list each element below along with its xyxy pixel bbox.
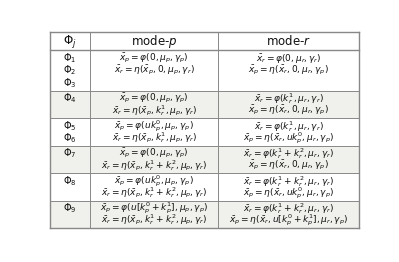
Text: $\Phi_4$: $\Phi_4$ [63,91,77,105]
Text: $\bar{x}_r = \eta(\bar{x}_p,k_r^1+k_r^2,\mu_p,\gamma_r)$: $\bar{x}_r = \eta(\bar{x}_p,k_r^1+k_r^2,… [101,158,207,173]
Text: $\bar{x}_p = \eta(\bar{x}_r,0,\mu_r,\gamma_p)$: $\bar{x}_p = \eta(\bar{x}_r,0,\mu_r,\gam… [248,104,329,117]
Bar [50,50,359,91]
Text: $\bar{x}_p = \varphi(uk_p^0,\mu_p,\gamma_p)$: $\bar{x}_p = \varphi(uk_p^0,\mu_p,\gamma… [115,173,194,189]
Text: $\Phi_2$: $\Phi_2$ [63,63,77,77]
Bar [50,146,359,173]
Bar [50,91,359,118]
Bar [50,173,359,201]
Text: $\bar{x}_p = \varphi(0,\mu_p,\gamma_p)$: $\bar{x}_p = \varphi(0,\mu_p,\gamma_p)$ [119,92,189,105]
Text: $\Phi_6$: $\Phi_6$ [63,131,77,145]
Text: $\bar{x}_r = \eta(\bar{x}_p,k_r^1,\mu_p,\gamma_r)$: $\bar{x}_r = \eta(\bar{x}_p,k_r^1,\mu_p,… [112,103,197,118]
Text: $\bar{x}_r = \eta(\bar{x}_p,k_r^1,\mu_p,\gamma_r)$: $\bar{x}_r = \eta(\bar{x}_p,k_r^1,\mu_p,… [112,131,197,145]
Text: $\bar{x}_r = \eta(\bar{x}_p,0,\mu_p,\gamma_r)$: $\bar{x}_r = \eta(\bar{x}_p,0,\mu_p,\gam… [114,64,195,77]
Text: mode-$p$: mode-$p$ [131,32,178,50]
Text: $\bar{x}_p = \varphi(0,\mu_p,\gamma_p)$: $\bar{x}_p = \varphi(0,\mu_p,\gamma_p)$ [119,147,189,160]
Text: $\bar{x}_r = \varphi(k_r^1+k_r^2,\mu_r,\gamma_r)$: $\bar{x}_r = \varphi(k_r^1+k_r^2,\mu_r,\… [243,146,334,161]
Text: $\Phi_5$: $\Phi_5$ [63,119,77,133]
Text: $\bar{x}_p = \eta(\bar{x}_r,uk_p^0,\mu_r,\gamma_p)$: $\bar{x}_p = \eta(\bar{x}_r,uk_p^0,\mu_r… [243,130,334,146]
Text: $\Phi_9$: $\Phi_9$ [63,201,77,215]
Bar [50,201,359,228]
Text: $\bar{x}_r = \varphi(k_r^1,\mu_r,\gamma_r)$: $\bar{x}_r = \varphi(k_r^1,\mu_r,\gamma_… [254,91,324,106]
Text: mode-$r$: mode-$r$ [266,34,311,48]
Text: $\bar{x}_p = \eta(\bar{x}_r,u[k_p^0+k_p^1],\mu_r,\gamma_p)$: $\bar{x}_p = \eta(\bar{x}_r,u[k_p^0+k_p^… [229,212,348,228]
Bar [50,118,359,146]
Text: $\Phi_j$: $\Phi_j$ [63,32,77,50]
Text: $\Phi_7$: $\Phi_7$ [63,146,77,160]
Text: $\bar{x}_r = \varphi(k_r^1+k_r^2,\mu_r,\gamma_r)$: $\bar{x}_r = \varphi(k_r^1+k_r^2,\mu_r,\… [243,201,334,216]
Text: $\bar{x}_r = \varphi(k_r^1,\mu_r,\gamma_r)$: $\bar{x}_r = \varphi(k_r^1,\mu_r,\gamma_… [254,119,324,134]
Text: $\bar{x}_r = \eta(\bar{x}_p,k_r^1+k_r^2,\mu_p,\gamma_r)$: $\bar{x}_r = \eta(\bar{x}_p,k_r^1+k_r^2,… [101,213,207,227]
Text: $\bar{x}_r = \varphi(k_r^1+k_r^2,\mu_r,\gamma_r)$: $\bar{x}_r = \varphi(k_r^1+k_r^2,\mu_r,\… [243,174,334,189]
Text: $\bar{x}_r = \varphi(0,\mu_r,\gamma_r)$: $\bar{x}_r = \varphi(0,\mu_r,\gamma_r)$ [256,52,322,65]
Text: $\bar{x}_p = \varphi(uk_p^0,\mu_p,\gamma_p)$: $\bar{x}_p = \varphi(uk_p^0,\mu_p,\gamma… [115,118,194,134]
Text: $\Phi_8$: $\Phi_8$ [63,174,77,188]
Text: $\bar{x}_p = \eta(\bar{x}_r,0,\mu_r,\gamma_p)$: $\bar{x}_p = \eta(\bar{x}_r,0,\mu_r,\gam… [248,64,329,77]
Text: $\Phi_3$: $\Phi_3$ [63,76,77,90]
Text: $\bar{x}_p = \varphi(u[k_p^0+k_p^1],\mu_p,\gamma_p)$: $\bar{x}_p = \varphi(u[k_p^0+k_p^1],\mu_… [100,201,208,216]
Text: $\bar{x}_r = \eta(\bar{x}_p,k_r^1+k_r^2,\mu_p,\gamma_r)$: $\bar{x}_r = \eta(\bar{x}_p,k_r^1+k_r^2,… [101,185,207,200]
Text: $\bar{x}_p = \eta(\bar{x}_r,uk_p^0,\mu_r,\gamma_p)$: $\bar{x}_p = \eta(\bar{x}_r,uk_p^0,\mu_r… [243,185,334,200]
Text: $\bar{x}_p = \varphi(0,\mu_p,\gamma_p)$: $\bar{x}_p = \varphi(0,\mu_p,\gamma_p)$ [119,52,189,65]
Text: $\Phi_1$: $\Phi_1$ [63,51,77,65]
Text: $\bar{x}_p = \eta(\bar{x}_r,0,\mu_r,\gamma_p)$: $\bar{x}_p = \eta(\bar{x}_r,0,\mu_r,\gam… [248,159,329,172]
